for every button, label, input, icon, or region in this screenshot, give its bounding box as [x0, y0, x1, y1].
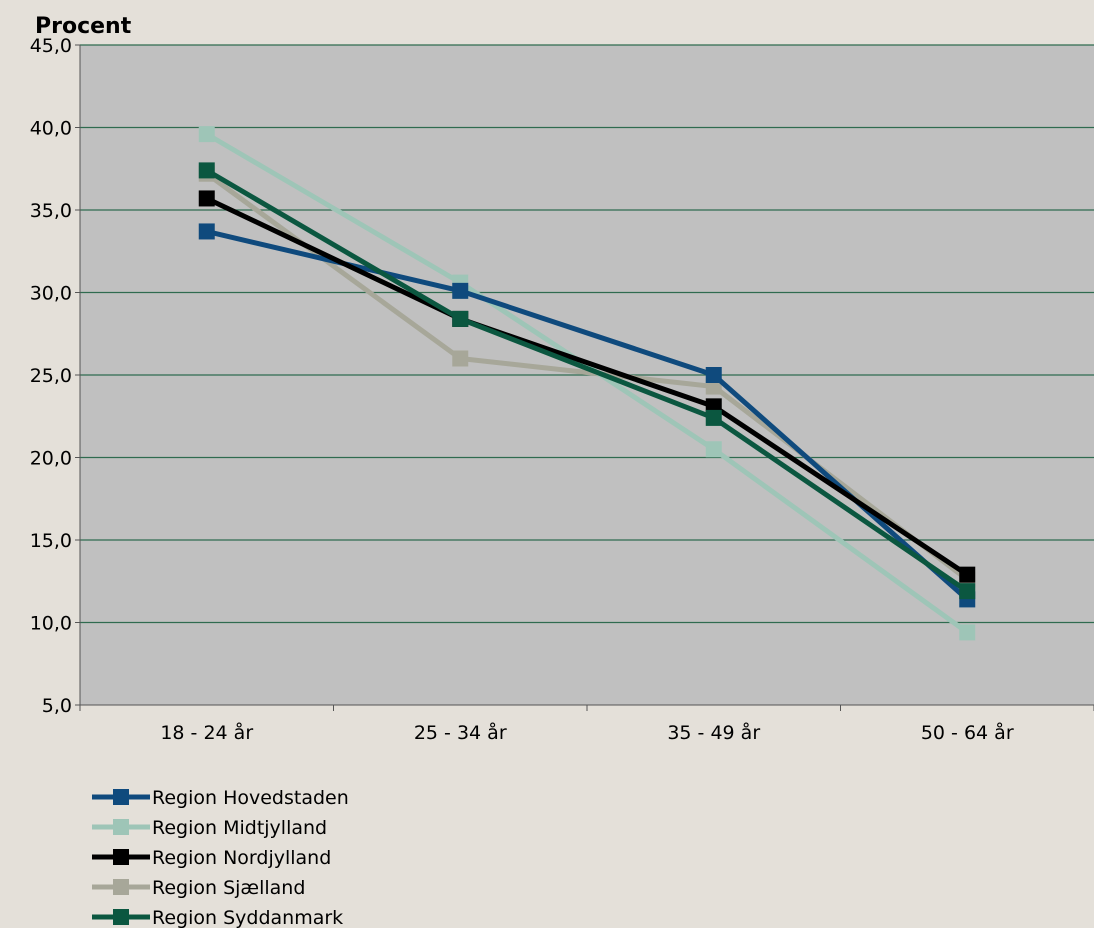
- series-line: [205, 171, 969, 582]
- series-line: [205, 168, 969, 594]
- series-line: [205, 196, 969, 577]
- data-point: [959, 624, 976, 641]
- data-point: [705, 367, 722, 383]
- legend-label: Region Nordjylland: [152, 847, 331, 869]
- data-point: [198, 223, 215, 240]
- y-tick-label: 40,0: [30, 118, 72, 140]
- data-point: [198, 162, 215, 179]
- legend-marker: [113, 879, 129, 895]
- y-tick-label: 10,0: [30, 613, 72, 635]
- legend-label: Region Sjælland: [152, 877, 305, 899]
- y-tick-label: 20,0: [30, 448, 72, 470]
- data-point: [452, 282, 469, 299]
- legend-label: Region Hovedstaden: [152, 787, 349, 809]
- y-axis-title: Procent: [35, 14, 132, 39]
- legend-marker: [113, 909, 129, 925]
- legend-label: Region Syddanmark: [152, 907, 343, 928]
- y-tick-label: 35,0: [30, 200, 72, 222]
- x-tick-label: 50 - 64 år: [921, 721, 1014, 744]
- data-point: [959, 583, 976, 600]
- x-tick-label: 35 - 49 år: [667, 721, 760, 744]
- data-point: [705, 441, 722, 458]
- data-point: [705, 409, 722, 426]
- data-point: [452, 350, 469, 367]
- y-tick-label: 45,0: [30, 35, 72, 57]
- legend-marker: [113, 819, 129, 835]
- y-tick-label: 15,0: [30, 530, 72, 552]
- legend-label: Region Midtjylland: [152, 817, 327, 839]
- legend-marker: [113, 849, 129, 865]
- x-tick-label: 18 - 24 år: [160, 721, 253, 744]
- data-point: [198, 190, 215, 207]
- x-tick-label: 25 - 34 år: [414, 721, 507, 744]
- y-tick-label: 25,0: [30, 365, 72, 387]
- data-point: [959, 566, 976, 583]
- legend-marker: [113, 789, 129, 805]
- data-point: [452, 310, 469, 327]
- data-point: [198, 126, 215, 143]
- y-tick-label: 5,0: [42, 695, 72, 717]
- y-tick-label: 30,0: [30, 283, 72, 305]
